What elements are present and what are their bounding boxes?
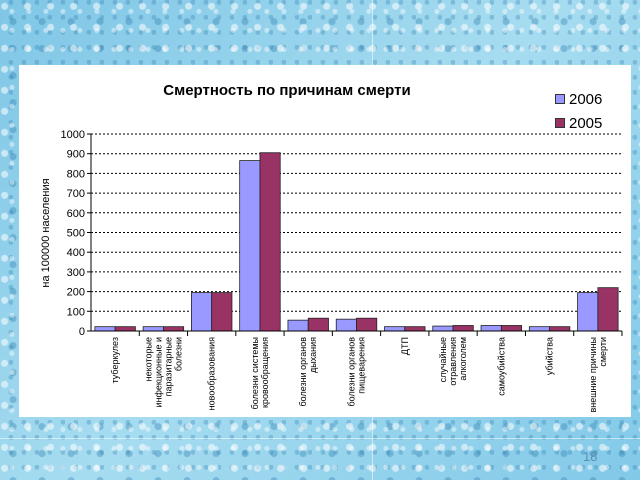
category-label-line: болезни bbox=[173, 337, 183, 371]
bar-2005-3 bbox=[259, 152, 281, 332]
bar-2005-2 bbox=[211, 292, 233, 332]
category-label-line: паразитарные bbox=[163, 337, 173, 396]
y-tick-label: 200 bbox=[67, 287, 85, 299]
bar-2006-2 bbox=[191, 292, 213, 332]
bar-2005-8 bbox=[500, 325, 522, 332]
bar-2006-7 bbox=[432, 325, 454, 332]
bar-2006-5 bbox=[335, 318, 357, 332]
category-label-line: самоубийства bbox=[496, 337, 506, 396]
category-label-line: алкоголем bbox=[458, 337, 468, 381]
y-tick-label: 900 bbox=[67, 149, 85, 161]
category-label-line: случайные bbox=[438, 337, 448, 382]
category-label-line: ДТП bbox=[400, 337, 410, 355]
legend-item-2005: 2005 bbox=[555, 111, 602, 135]
category-label-line: пищеварения bbox=[357, 337, 367, 394]
bar-2006-6 bbox=[384, 326, 406, 332]
category-label-7: случайные отравления алкоголем bbox=[438, 337, 468, 386]
category-label-5: болезни органов пищеварения bbox=[347, 337, 367, 407]
category-label-line: некоторые bbox=[143, 337, 153, 381]
category-label-1: некоторые инфекционные и паразитарные болез… bbox=[143, 337, 183, 407]
bar-2006-8 bbox=[480, 325, 502, 332]
category-label-line: болезни органов bbox=[347, 337, 357, 407]
bar-2006-9 bbox=[528, 326, 550, 332]
legend-item-2006: 2006 bbox=[555, 87, 602, 111]
bar-2005-9 bbox=[549, 326, 571, 332]
y-tick-label: 300 bbox=[67, 267, 85, 279]
bar-2005-4 bbox=[307, 317, 329, 332]
y-tick-label: 100 bbox=[67, 306, 85, 318]
bar-2005-6 bbox=[404, 326, 426, 332]
category-label-line: дыхания bbox=[308, 337, 318, 373]
legend-swatch-2006 bbox=[555, 94, 565, 104]
category-label-line: отравления bbox=[448, 337, 458, 386]
category-label-line: смерти bbox=[598, 337, 608, 367]
category-label-line: кровообращения bbox=[260, 337, 270, 408]
y-tick-label: 700 bbox=[67, 188, 85, 200]
bar-2005-10 bbox=[597, 287, 619, 332]
bar-2006-3 bbox=[239, 160, 261, 332]
y-tick-label: 500 bbox=[67, 228, 85, 240]
chart-panel: Смертность по причинам смерти на 100000 … bbox=[19, 65, 631, 417]
category-label-6: ДТП bbox=[400, 337, 410, 355]
category-label-line: туберкулез bbox=[110, 337, 120, 383]
legend-label-2006: 2006 bbox=[569, 90, 603, 108]
y-tick-label: 400 bbox=[67, 247, 85, 259]
category-label-line: болезни органов bbox=[298, 337, 308, 407]
category-label-4: болезни органов дыхания bbox=[298, 337, 318, 407]
category-label-0: туберкулез bbox=[110, 337, 120, 383]
legend: 2006 2005 bbox=[555, 87, 602, 135]
background-divider-horizontal bbox=[0, 438, 640, 439]
category-label-line: убийства bbox=[545, 337, 555, 375]
bar-2006-10 bbox=[577, 292, 599, 332]
bar-2005-0 bbox=[114, 326, 136, 332]
y-axis-label: на 100000 населения bbox=[40, 178, 52, 287]
y-tick-label: 800 bbox=[67, 168, 85, 180]
category-label-3: болезни системы кровообращения bbox=[250, 337, 270, 409]
bar-2005-7 bbox=[452, 325, 474, 332]
bar-2005-1 bbox=[163, 326, 185, 332]
bar-2005-5 bbox=[356, 317, 378, 332]
category-label-line: инфекционные и bbox=[153, 337, 163, 407]
page-number: 18 bbox=[583, 449, 598, 464]
category-label-10: внешние причины смерти bbox=[588, 337, 608, 413]
y-tick-label: 0 bbox=[79, 326, 85, 338]
bar-2006-4 bbox=[287, 319, 309, 332]
chart-svg: Смертность по причинам смерти на 100000 … bbox=[40, 82, 623, 413]
category-label-9: убийства bbox=[545, 337, 555, 375]
category-label-line: новообразования bbox=[207, 337, 217, 410]
y-tick-label: 600 bbox=[67, 208, 85, 220]
category-label-2: новообразования bbox=[207, 337, 217, 410]
bar-2006-0 bbox=[94, 326, 116, 332]
legend-swatch-2005 bbox=[555, 118, 565, 128]
category-label-line: болезни системы bbox=[250, 337, 260, 409]
legend-label-2005: 2005 bbox=[569, 114, 603, 132]
chart-title: Смертность по причинам смерти bbox=[163, 82, 410, 99]
y-tick-label: 1000 bbox=[61, 129, 85, 141]
category-label-8: самоубийства bbox=[496, 337, 506, 396]
bar-2006-1 bbox=[142, 326, 164, 332]
category-label-line: внешние причины bbox=[588, 337, 598, 413]
